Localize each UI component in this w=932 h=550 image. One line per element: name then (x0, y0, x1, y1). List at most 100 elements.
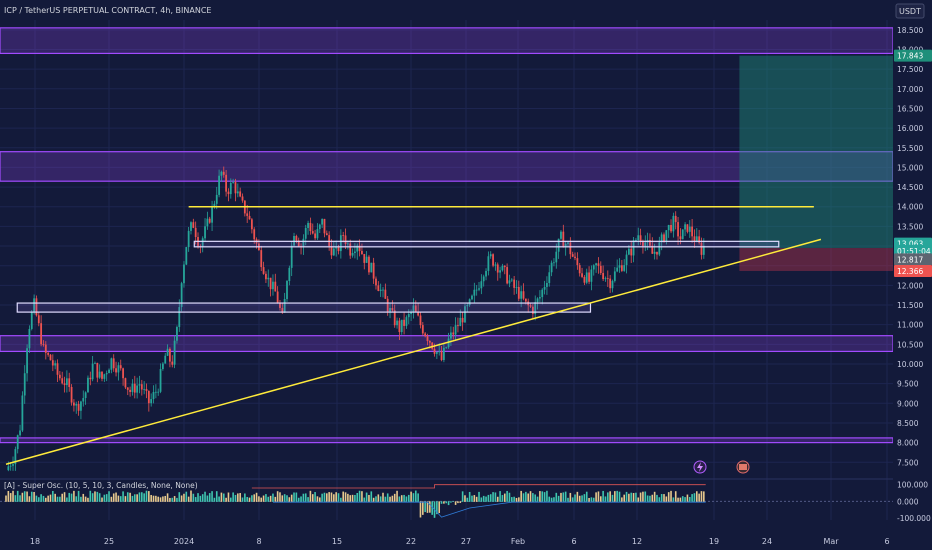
osc-bar (499, 491, 501, 502)
candle-body (96, 362, 99, 378)
osc-bar (213, 497, 216, 502)
osc-bar (56, 496, 59, 502)
candle-body (65, 378, 68, 386)
price-tick-label: 9.500 (897, 380, 919, 389)
candle-body (220, 171, 223, 176)
candle-body (487, 256, 490, 271)
candle-body (431, 342, 434, 349)
candle-body (405, 317, 408, 326)
osc-bar (464, 495, 466, 502)
time-tick-label: Mar (823, 537, 839, 546)
candle-body (588, 272, 590, 282)
osc-bar (309, 490, 312, 502)
price-label: 17.843 (897, 52, 923, 61)
osc-bar (356, 492, 359, 502)
candle-body (508, 280, 511, 284)
candle-body (560, 231, 562, 239)
osc-bar (562, 492, 565, 502)
candle-body (344, 235, 347, 245)
candle-body (677, 222, 679, 237)
candle-body (583, 276, 586, 283)
osc-bar (300, 496, 302, 502)
candle-body (16, 435, 19, 450)
osc-bar (91, 493, 94, 502)
candle-body (421, 325, 424, 334)
osc-bar (133, 494, 136, 502)
osc-bar (513, 496, 515, 502)
candle-body (450, 332, 452, 339)
candle-body (145, 389, 148, 391)
candle-body (457, 325, 459, 327)
candle-body (578, 265, 581, 274)
osc-bar (681, 496, 684, 502)
candle-body (9, 465, 12, 467)
candle-body (637, 235, 640, 241)
candle-body (585, 272, 588, 283)
candle-body (550, 262, 553, 273)
osc-bar (251, 495, 253, 502)
osc-bar (424, 501, 426, 513)
candle-body (496, 264, 499, 273)
candle-body (644, 242, 647, 247)
osc-bar (297, 497, 300, 502)
osc-bar (541, 491, 544, 502)
candle-body (386, 298, 389, 312)
time-tick-label: 6 (884, 537, 889, 546)
osc-bar (178, 492, 181, 502)
osc-bar (581, 495, 583, 502)
osc-bar (691, 494, 693, 502)
flash-icon[interactable] (693, 460, 707, 474)
candle-body (658, 242, 661, 255)
candle-body (410, 312, 413, 315)
osc-bar (126, 492, 129, 502)
osc-bar (480, 497, 483, 502)
osc-bar (180, 495, 183, 502)
candle-body (642, 241, 644, 247)
osc-bar (550, 497, 553, 502)
currency-button-label[interactable]: USDT (899, 7, 921, 16)
osc-bar (534, 494, 537, 502)
candle-body (361, 250, 363, 255)
osc-bar (459, 501, 462, 503)
osc-bar (506, 490, 508, 502)
candle-body (222, 171, 225, 175)
osc-bar (438, 501, 441, 514)
osc-bar (141, 492, 143, 502)
price-label: 01:51:04 (897, 247, 931, 256)
candle-body (89, 377, 92, 380)
osc-bar (124, 496, 127, 502)
candle-body (403, 319, 405, 326)
osc-bar (368, 494, 370, 502)
candle-body (627, 248, 630, 255)
osc-bar (155, 495, 157, 502)
candle-body (384, 289, 387, 299)
osc-bar (199, 495, 202, 502)
osc-bar (609, 491, 611, 502)
candle-body (227, 191, 230, 195)
candle-body (323, 218, 326, 234)
price-tick-label: 10.000 (897, 360, 923, 369)
osc-bar (405, 496, 408, 502)
candle-body (667, 225, 670, 231)
candle-body (178, 307, 181, 328)
candle-body (98, 371, 101, 378)
candle-body (468, 299, 471, 306)
candle-body (702, 245, 705, 255)
news-icon[interactable] (736, 460, 750, 474)
osc-bar (543, 492, 546, 502)
osc-bar (208, 493, 211, 502)
candle-body (194, 227, 197, 238)
osc-bar (333, 494, 335, 502)
currency-button[interactable] (895, 3, 925, 19)
candle-body (417, 311, 420, 316)
osc-bar (337, 493, 340, 502)
candle-body (176, 327, 178, 341)
candle-body (346, 243, 349, 245)
osc-bar (206, 495, 209, 502)
candle-body (513, 279, 516, 288)
osc-bar (290, 494, 293, 502)
candle-body (632, 240, 635, 256)
osc-bar (187, 496, 190, 502)
price-tick-label: 16.000 (897, 124, 923, 133)
